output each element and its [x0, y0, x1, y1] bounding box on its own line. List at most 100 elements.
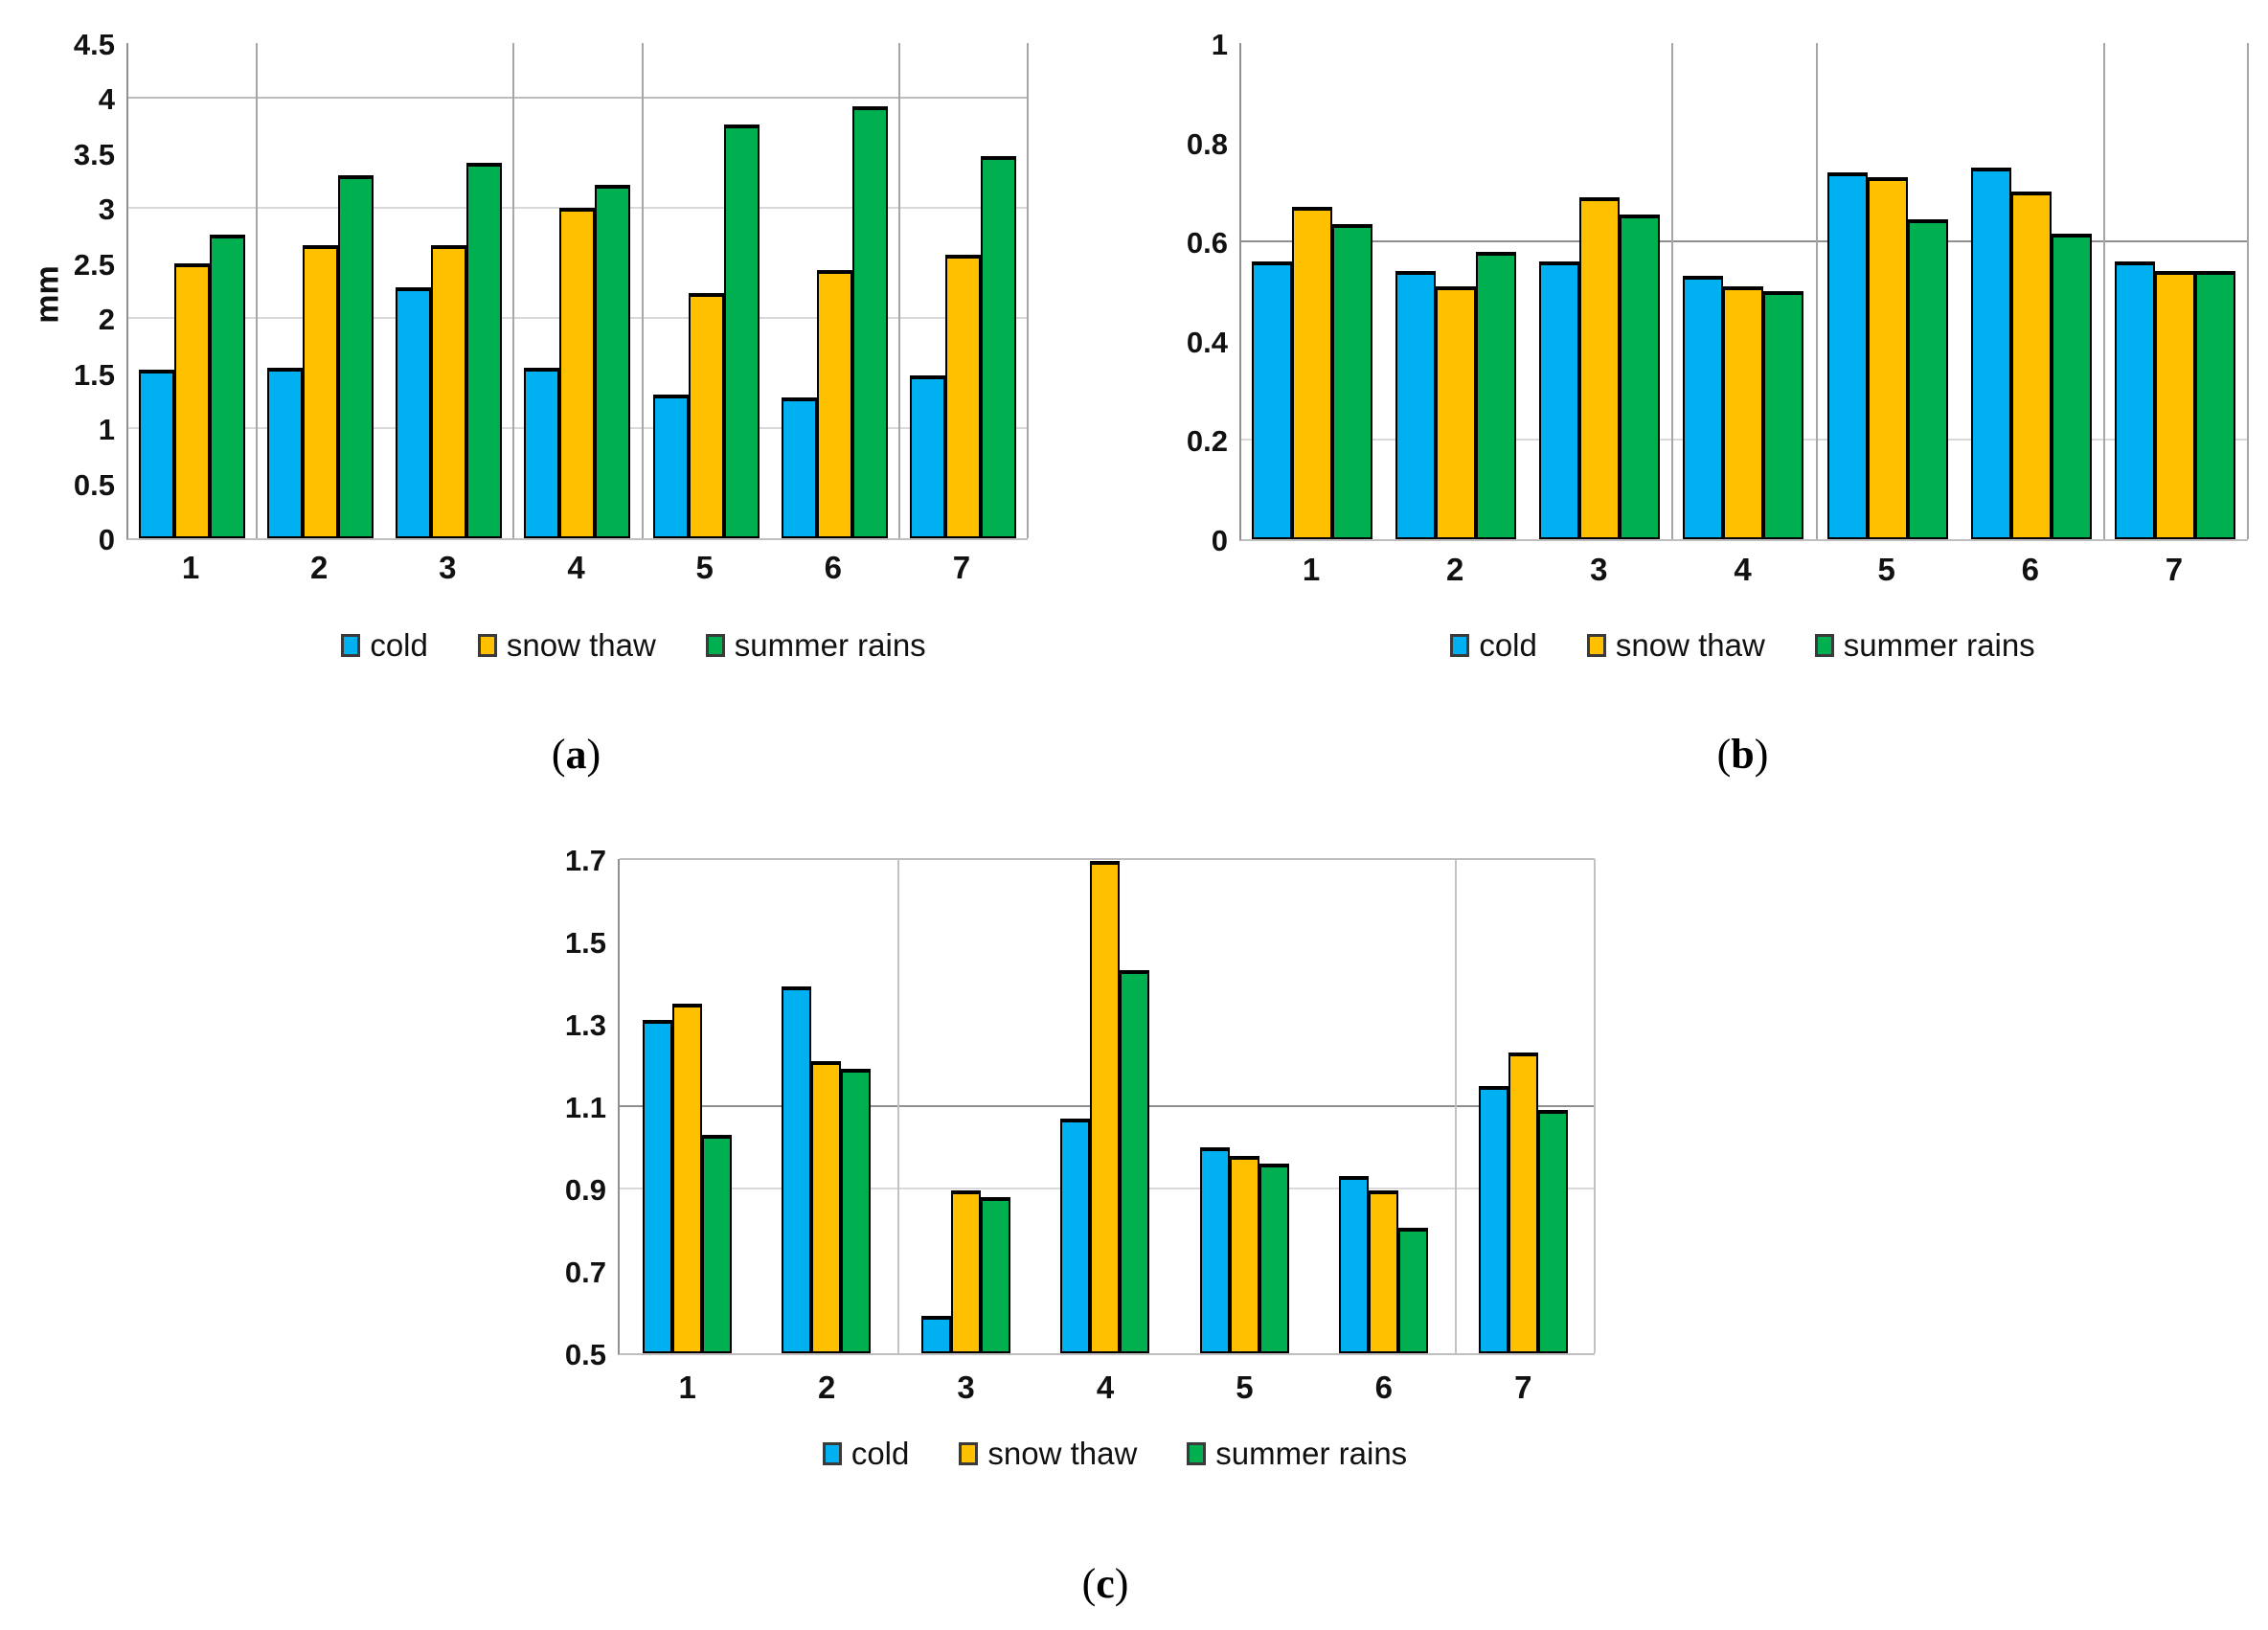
bar-cold-5: [652, 394, 689, 538]
bar-snow_thaw-2: [1436, 285, 1477, 539]
y-tick-label: 1: [1211, 28, 1228, 61]
caption-a-close: ): [586, 731, 601, 778]
y-tick-label: 0.9: [564, 1173, 606, 1207]
bar-summer_rains-6: [2051, 234, 2092, 539]
x-category-label-4: 4: [1096, 1370, 1115, 1405]
legend-swatch-summer-rains-icon: [705, 634, 725, 657]
y-tick-label: 1.5: [564, 926, 606, 960]
x-category-label-1: 1: [678, 1370, 696, 1405]
vertical-separator: [1027, 43, 1029, 538]
bar-cold-2: [1395, 271, 1437, 539]
y-tick-label: 0.8: [1186, 126, 1228, 161]
legend-c: cold snow thaw summer rains: [627, 1433, 1602, 1475]
bar-summer_rains-2: [338, 174, 374, 538]
x-axis-labels-c: 1 2 3 4 5 6 7: [618, 1371, 1593, 1410]
bar-cold-3: [920, 1316, 951, 1353]
bar-cold-1: [643, 1019, 672, 1353]
y-tick-label: 0.4: [1186, 325, 1228, 359]
caption-c-letter: c: [1096, 1560, 1115, 1607]
plot-area-c: [618, 858, 1596, 1355]
x-category-label-2: 2: [817, 1370, 836, 1405]
x-category-label-5: 5: [1877, 552, 1895, 587]
bar-summer_rains-4: [1763, 291, 1804, 539]
legend-item-snow-thaw: snow thaw: [477, 627, 656, 664]
bar-summer_rains-6: [1398, 1227, 1429, 1353]
bar-cold-7: [1478, 1085, 1508, 1353]
bar-cold-3: [1539, 260, 1580, 539]
y-tick-label: 0.2: [1186, 424, 1228, 459]
caption-a: (a): [126, 730, 1026, 779]
legend-swatch-snow-thaw-icon: [477, 634, 497, 657]
bar-cold-4: [1683, 276, 1724, 539]
x-axis-labels-a: 1 2 3 4 5 6 7: [126, 552, 1026, 590]
gridline-1.7: [620, 858, 1595, 860]
bar-cold-5: [1199, 1147, 1230, 1353]
bar-cold-4: [524, 367, 560, 538]
caption-b-letter: b: [1731, 731, 1755, 778]
bar-summer_rains-6: [851, 105, 888, 538]
y-tick-label: 1.1: [564, 1091, 606, 1124]
bar-snow_thaw-2: [303, 245, 339, 538]
vertical-separator: [641, 43, 644, 538]
legend-item-summer-rains: summer rains: [1187, 1436, 1407, 1472]
bar-summer_rains-3: [466, 163, 503, 538]
legend-label-summer-rains: summer rains: [1843, 627, 2035, 663]
caption-c: (c): [618, 1559, 1593, 1608]
bar-cold-1: [1252, 260, 1292, 539]
legend-label-cold: cold: [1479, 627, 1537, 663]
bar-summer_rains-1: [702, 1135, 732, 1353]
y-axis-ticks-c: 0.5 0.7 0.9 1.1 1.3 1.5 1.7: [501, 846, 606, 1370]
x-category-label-6: 6: [2021, 552, 2039, 587]
x-category-label-6: 6: [824, 550, 842, 585]
vertical-separator: [1671, 43, 1674, 539]
y-tick-label: 1.7: [564, 844, 606, 877]
vertical-separator: [512, 43, 515, 538]
bar-snow_thaw-5: [688, 292, 724, 538]
y-tick-label: 0: [98, 523, 115, 556]
bar-summer_rains-1: [1332, 224, 1372, 539]
bar-snow_thaw-1: [672, 1003, 702, 1353]
legend-item-snow-thaw: snow thaw: [1586, 627, 1765, 664]
legend-label-snow-thaw: snow thaw: [987, 1436, 1138, 1471]
legend-item-snow-thaw: snow thaw: [959, 1436, 1137, 1472]
caption-c-open: (: [1081, 1560, 1097, 1607]
bar-summer_rains-7: [1537, 1110, 1568, 1353]
legend-item-summer-rains: summer rains: [1814, 627, 2035, 664]
gridline-4: [128, 97, 1028, 100]
caption-b-close: ): [1754, 731, 1769, 778]
bar-snow_thaw-7: [1508, 1053, 1538, 1353]
vertical-separator: [897, 43, 900, 538]
legend-label-cold: cold: [850, 1436, 910, 1471]
bar-cold-6: [781, 396, 817, 538]
bar-summer_rains-5: [723, 125, 760, 538]
legend-item-cold: cold: [1450, 627, 1537, 664]
y-tick-label: 2.5: [73, 247, 115, 282]
bar-snow_thaw-6: [816, 269, 852, 538]
bar-cold-2: [267, 367, 304, 538]
legend-swatch-summer-rains-icon: [1187, 1442, 1207, 1465]
legend-item-cold: cold: [341, 627, 428, 664]
legend-label-snow-thaw: snow thaw: [506, 627, 656, 663]
vertical-separator: [2247, 43, 2249, 539]
bar-cold-7: [2114, 260, 2155, 539]
x-category-label-3: 3: [1590, 552, 1608, 587]
x-category-label-7: 7: [952, 550, 971, 585]
y-tick-label: 0.7: [564, 1256, 606, 1289]
legend-b: cold snow thaw summer rains: [1239, 624, 2246, 667]
bar-cold-4: [1060, 1118, 1091, 1353]
bar-snow_thaw-6: [1369, 1190, 1399, 1353]
bar-snow_thaw-7: [2154, 271, 2195, 539]
bar-snow_thaw-3: [431, 245, 467, 538]
legend-label-cold: cold: [370, 627, 428, 663]
vertical-separator: [256, 43, 259, 538]
bar-cold-6: [1970, 167, 2011, 539]
caption-b: (b): [1239, 730, 2246, 779]
plot-area-a: [126, 43, 1029, 540]
x-category-label-6: 6: [1374, 1370, 1394, 1405]
y-tick-label: 1.5: [73, 357, 115, 392]
bar-summer_rains-5: [1259, 1164, 1289, 1353]
vertical-separator: [1594, 859, 1596, 1353]
y-tick-label: 4: [98, 82, 115, 117]
caption-a-open: (: [551, 731, 566, 778]
bar-cold-6: [1339, 1176, 1370, 1353]
